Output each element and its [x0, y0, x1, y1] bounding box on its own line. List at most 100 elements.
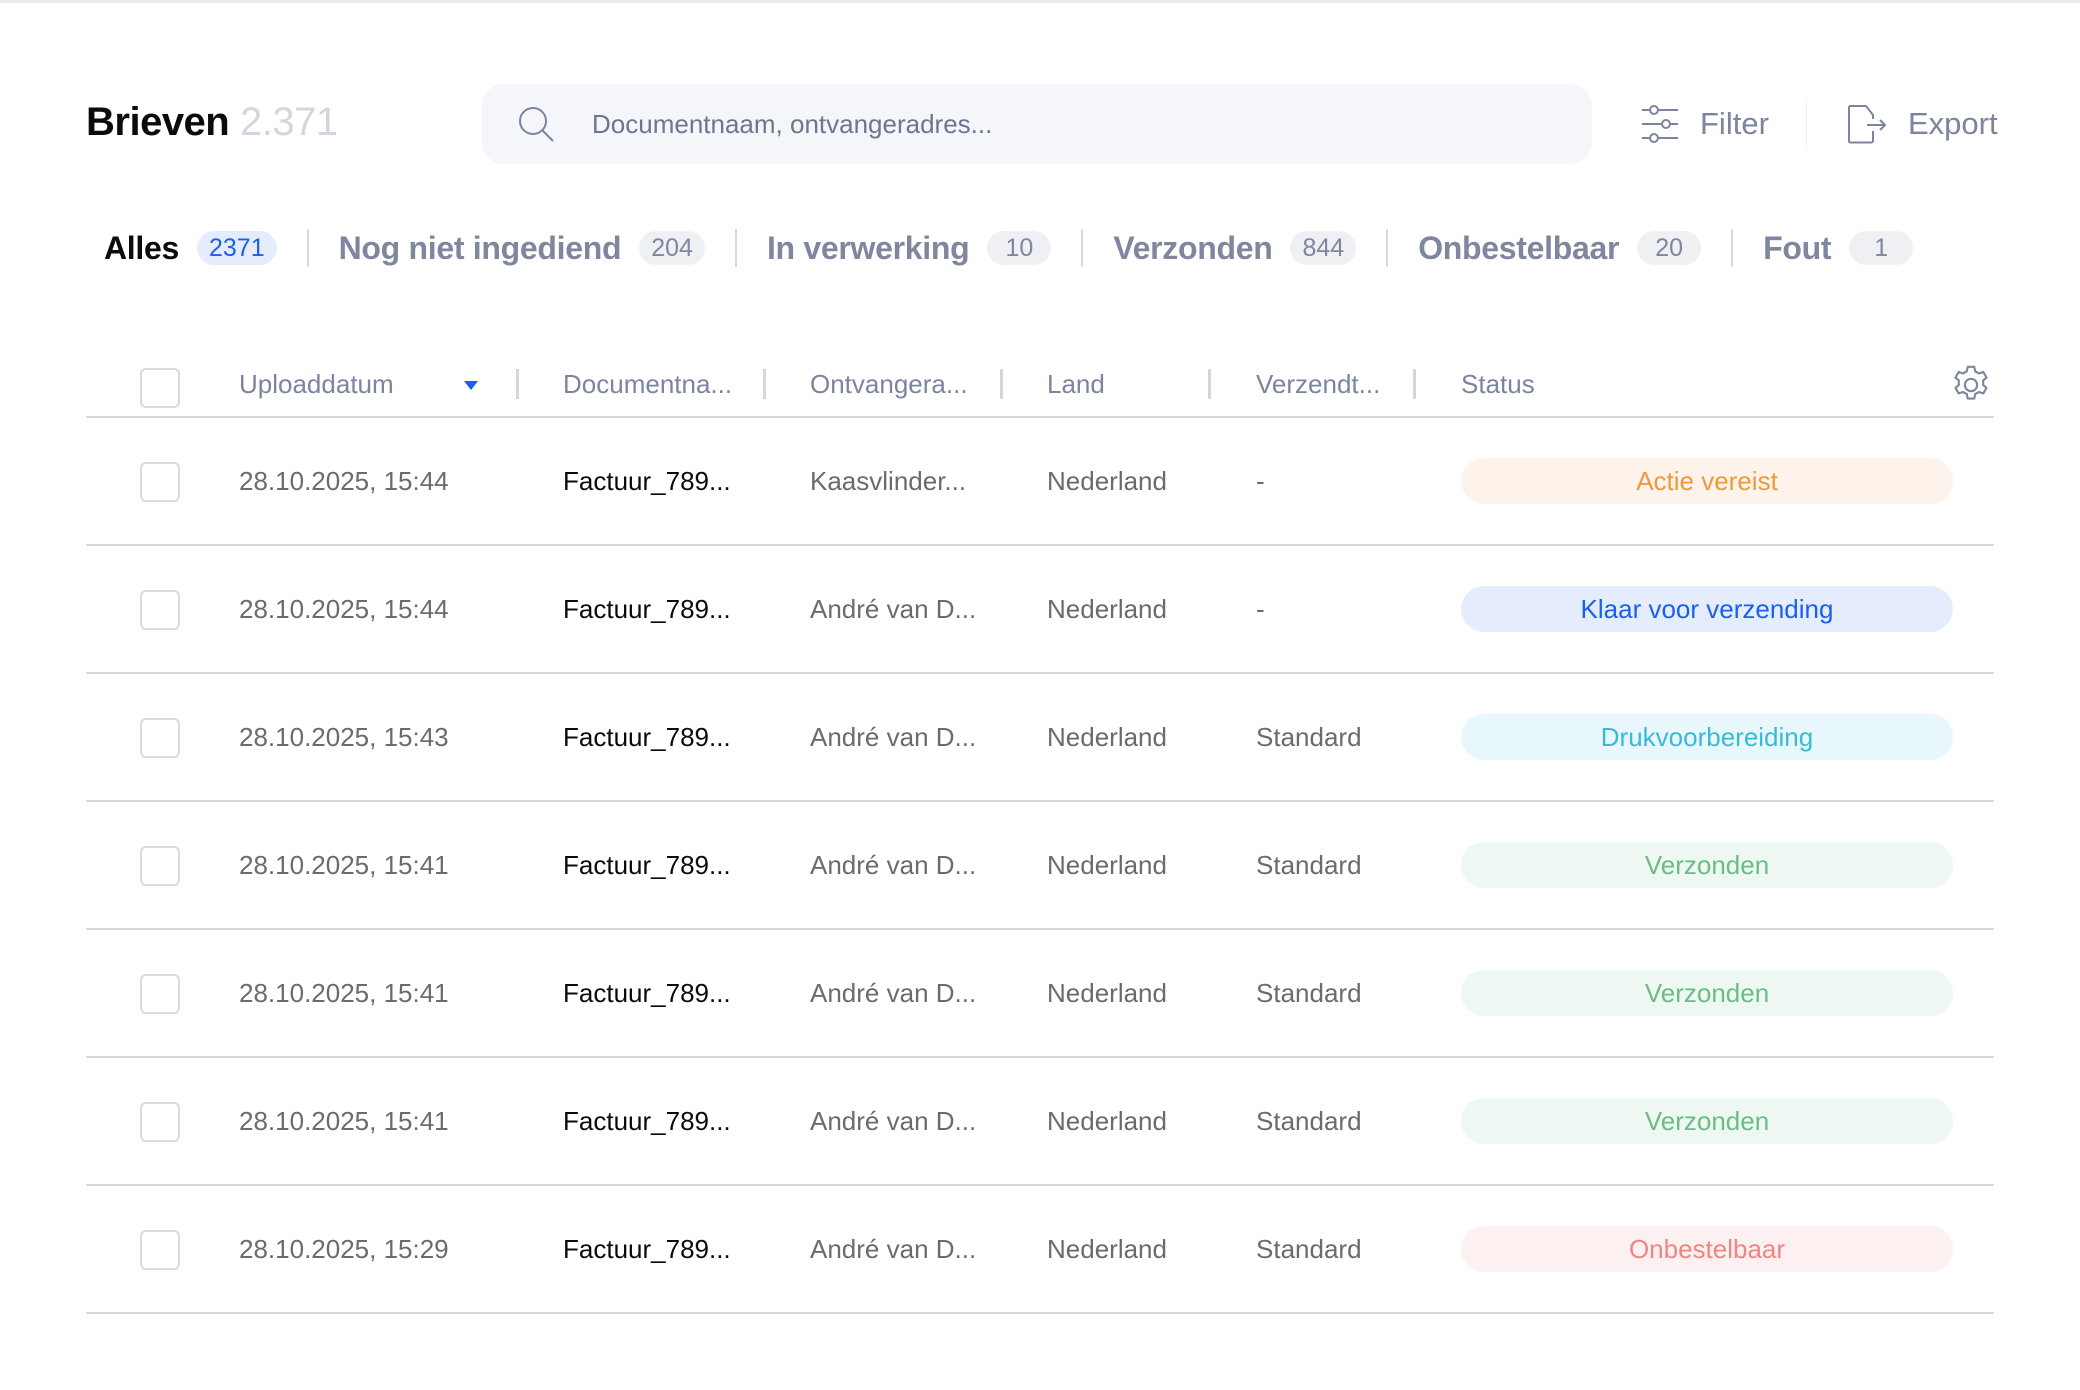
country: Nederland [1047, 1234, 1167, 1264]
export-button[interactable]: Export [1846, 96, 1998, 152]
tab-alles[interactable]: Alles 2371 [104, 230, 277, 267]
tab-fout[interactable]: Fout 1 [1763, 229, 1914, 267]
document-name[interactable]: Factuur_789... [563, 594, 731, 624]
upload-date: 28.10.2025, 15:41 [239, 978, 449, 1008]
tab-onbestelbaar[interactable]: Onbestelbaar 20 [1418, 229, 1702, 267]
country: Nederland [1047, 466, 1167, 496]
search-box[interactable] [482, 84, 1592, 164]
document-name[interactable]: Factuur_789... [563, 466, 731, 496]
column-header-status[interactable]: Status [1461, 369, 1535, 399]
caret-down-icon[interactable] [464, 381, 478, 390]
tab-divider [1731, 229, 1734, 267]
tab-label: Onbestelbaar [1418, 229, 1620, 266]
upload-date: 28.10.2025, 15:44 [239, 466, 449, 496]
header-divider [1806, 98, 1807, 150]
total-count: 2.371 [240, 100, 338, 144]
page-header: Brieven 2.371 Filter Export [86, 84, 1998, 164]
tab-in-verwerking[interactable]: In verwerking 10 [767, 230, 1052, 267]
shipping-type: Standard [1256, 978, 1362, 1008]
document-name[interactable]: Factuur_789... [563, 722, 731, 752]
table-row[interactable]: 28.10.2025, 15:43 Factuur_789... André v… [86, 674, 1994, 802]
status-badge: Drukvoorbereiding [1461, 714, 1953, 760]
row-checkbox[interactable] [140, 718, 180, 758]
upload-date: 28.10.2025, 15:41 [239, 850, 449, 880]
shipping-type: Standard [1256, 1234, 1362, 1264]
column-header-documentnaam[interactable]: Documentna... [563, 369, 733, 399]
tab-count-badge: 204 [639, 231, 705, 265]
row-checkbox[interactable] [140, 846, 180, 886]
search-input[interactable] [592, 84, 1552, 164]
tab-nog-niet-ingediend[interactable]: Nog niet ingediend 204 [339, 230, 705, 267]
export-label: Export [1908, 106, 1998, 141]
page-title: Brieven [86, 100, 230, 144]
column-resize-handle[interactable] [763, 369, 766, 399]
document-name[interactable]: Factuur_789... [563, 978, 731, 1008]
shipping-type: - [1256, 594, 1265, 624]
column-header-uploaddatum[interactable]: Uploaddatum [239, 369, 394, 399]
status-tabs: Alles 2371 Nog niet ingediend 204 In ver… [104, 224, 1914, 272]
column-header-verzendtype[interactable]: Verzendt... [1256, 369, 1381, 399]
recipient: André van D... [810, 594, 977, 624]
status-badge: Verzonden [1461, 970, 1953, 1016]
column-header-land[interactable]: Land [1047, 369, 1105, 399]
recipient: André van D... [810, 1106, 977, 1136]
country: Nederland [1047, 594, 1167, 624]
table-row[interactable]: 28.10.2025, 15:41 Factuur_789... André v… [86, 930, 1994, 1058]
row-checkbox[interactable] [140, 1102, 180, 1142]
status-badge: Actie vereist [1461, 458, 1953, 504]
shipping-type: Standard [1256, 722, 1362, 752]
filter-label: Filter [1700, 106, 1769, 141]
gear-icon[interactable] [1948, 362, 1994, 408]
table-row[interactable]: 28.10.2025, 15:44 Factuur_789... Kaasvli… [86, 418, 1994, 546]
shipping-type: Standard [1256, 850, 1362, 880]
status-badge: Onbestelbaar [1461, 1226, 1953, 1272]
row-checkbox[interactable] [140, 1230, 180, 1270]
upload-date: 28.10.2025, 15:43 [239, 722, 449, 752]
status-badge: Klaar voor verzending [1461, 586, 1953, 632]
table-row[interactable]: 28.10.2025, 15:29 Factuur_789... André v… [86, 1186, 1994, 1314]
country: Nederland [1047, 1106, 1167, 1136]
tab-count-badge: 10 [987, 231, 1052, 265]
row-checkbox[interactable] [140, 974, 180, 1014]
shipping-type: - [1256, 466, 1265, 496]
column-resize-handle[interactable] [1208, 369, 1211, 399]
tab-divider [1386, 229, 1389, 267]
document-name[interactable]: Factuur_789... [563, 1234, 731, 1264]
tab-label: Verzonden [1113, 229, 1273, 266]
table-row[interactable]: 28.10.2025, 15:41 Factuur_789... André v… [86, 802, 1994, 930]
row-checkbox[interactable] [140, 462, 180, 502]
tab-count-badge: 20 [1637, 231, 1702, 265]
tab-label: Fout [1763, 229, 1832, 266]
recipient: Kaasvlinder... [810, 466, 967, 496]
tab-verzonden[interactable]: Verzonden 844 [1113, 229, 1357, 267]
tab-count-badge: 844 [1290, 231, 1357, 265]
tab-label: Alles [104, 229, 179, 266]
table-row[interactable]: 28.10.2025, 15:41 Factuur_789... André v… [86, 1058, 1994, 1186]
recipient: André van D... [810, 1234, 977, 1264]
column-resize-handle[interactable] [1000, 369, 1003, 399]
country: Nederland [1047, 722, 1167, 752]
status-badge: Verzonden [1461, 1098, 1953, 1144]
recipient: André van D... [810, 978, 977, 1008]
document-name[interactable]: Factuur_789... [563, 850, 731, 880]
table-row[interactable]: 28.10.2025, 15:44 Factuur_789... André v… [86, 546, 1994, 674]
upload-date: 28.10.2025, 15:29 [239, 1234, 449, 1264]
status-badge: Verzonden [1461, 842, 1953, 888]
select-all-checkbox[interactable] [140, 368, 180, 408]
country: Nederland [1047, 850, 1167, 880]
tab-divider [1081, 229, 1084, 267]
row-checkbox[interactable] [140, 590, 180, 630]
upload-date: 28.10.2025, 15:41 [239, 1106, 449, 1136]
shipping-type: Standard [1256, 1106, 1362, 1136]
column-resize-handle[interactable] [516, 369, 519, 399]
document-name[interactable]: Factuur_789... [563, 1106, 731, 1136]
column-header-ontvanger[interactable]: Ontvangera... [810, 369, 968, 399]
filter-button[interactable]: Filter [1640, 96, 1769, 152]
tab-divider [734, 229, 737, 267]
tab-count-badge: 2371 [197, 231, 277, 265]
file-export-icon [1848, 105, 1886, 144]
column-resize-handle[interactable] [1413, 369, 1416, 399]
top-border [0, 0, 2080, 3]
search-icon [519, 107, 554, 142]
tab-label: Nog niet ingediend [338, 229, 622, 266]
